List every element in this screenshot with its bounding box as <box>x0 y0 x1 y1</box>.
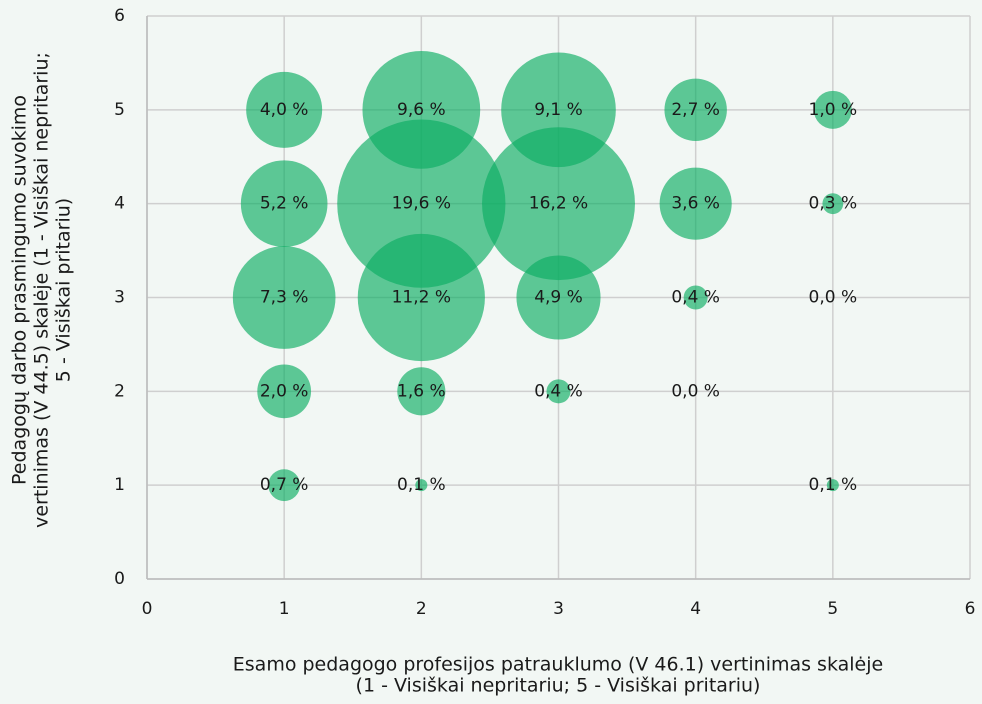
x-axis-label: Esamo pedagogo profesijos patrauklumo (V… <box>233 654 883 676</box>
data-label: 0,1 % <box>809 475 858 495</box>
bubble <box>257 364 312 419</box>
bubble <box>822 193 844 215</box>
data-label: 4,9 % <box>534 288 583 308</box>
data-label: 4,0 % <box>260 100 309 120</box>
data-label: 2,0 % <box>260 381 309 401</box>
data-label: 7,3 % <box>260 288 309 308</box>
y-tick-label: 5 <box>114 100 125 120</box>
bubble <box>415 479 428 492</box>
data-label: 0,4 % <box>671 288 720 308</box>
data-label: 11,2 % <box>392 288 451 308</box>
data-label: 1,0 % <box>809 100 858 120</box>
bubble <box>813 90 852 129</box>
bubble <box>337 119 506 288</box>
data-label: 9,1 % <box>534 100 583 120</box>
data-label: 0,7 % <box>260 475 309 495</box>
y-tick-label: 3 <box>114 288 125 308</box>
y-tick-label: 0 <box>114 569 125 589</box>
bubble <box>246 71 323 148</box>
bubble <box>826 479 839 492</box>
x-tick-label: 3 <box>553 599 564 619</box>
bubble <box>268 469 301 502</box>
y-axis-label: Pedagogų darbo prasmingumo suvokimo <box>9 95 31 485</box>
x-tick-label: 0 <box>142 599 153 619</box>
x-tick-label: 2 <box>416 599 427 619</box>
y-tick-label: 4 <box>114 194 125 214</box>
bubble <box>516 255 601 340</box>
data-label: 0,0 % <box>671 381 720 401</box>
data-label: 2,7 % <box>671 100 720 120</box>
data-label: 1,6 % <box>397 381 446 401</box>
data-label: 0,0 % <box>809 288 858 308</box>
y-tick-label: 1 <box>114 475 125 495</box>
x-tick-label: 5 <box>827 599 838 619</box>
data-label: 9,6 % <box>397 100 446 120</box>
x-tick-label: 4 <box>690 599 701 619</box>
bubble <box>664 78 727 142</box>
bubble <box>482 127 635 281</box>
data-label: 16,2 % <box>529 194 588 214</box>
y-axis-label: vertinimas (V 44.5) skalėje (1 - Visiška… <box>31 52 53 528</box>
data-label: 5,2 % <box>260 194 309 214</box>
bubble <box>659 167 732 240</box>
bubble <box>683 285 708 310</box>
y-axis-label: 5 - Visiškai pritariu) <box>53 198 75 382</box>
bubble <box>397 367 446 416</box>
y-tick-label: 2 <box>114 381 125 401</box>
bubble <box>232 246 336 349</box>
data-label: 0,4 % <box>534 381 583 401</box>
x-axis-label: (1 - Visiškai nepritariu; 5 - Visiškai p… <box>356 675 761 697</box>
x-tick-label: 6 <box>965 599 976 619</box>
bubble <box>546 379 571 404</box>
data-label: 3,6 % <box>671 194 720 214</box>
bubble <box>240 160 328 247</box>
data-label: 0,3 % <box>809 194 858 214</box>
data-label: 19,6 % <box>392 194 451 214</box>
bubble <box>357 233 485 362</box>
data-label: 0,1 % <box>397 475 446 495</box>
y-tick-label: 6 <box>114 6 125 26</box>
x-tick-label: 1 <box>279 599 290 619</box>
